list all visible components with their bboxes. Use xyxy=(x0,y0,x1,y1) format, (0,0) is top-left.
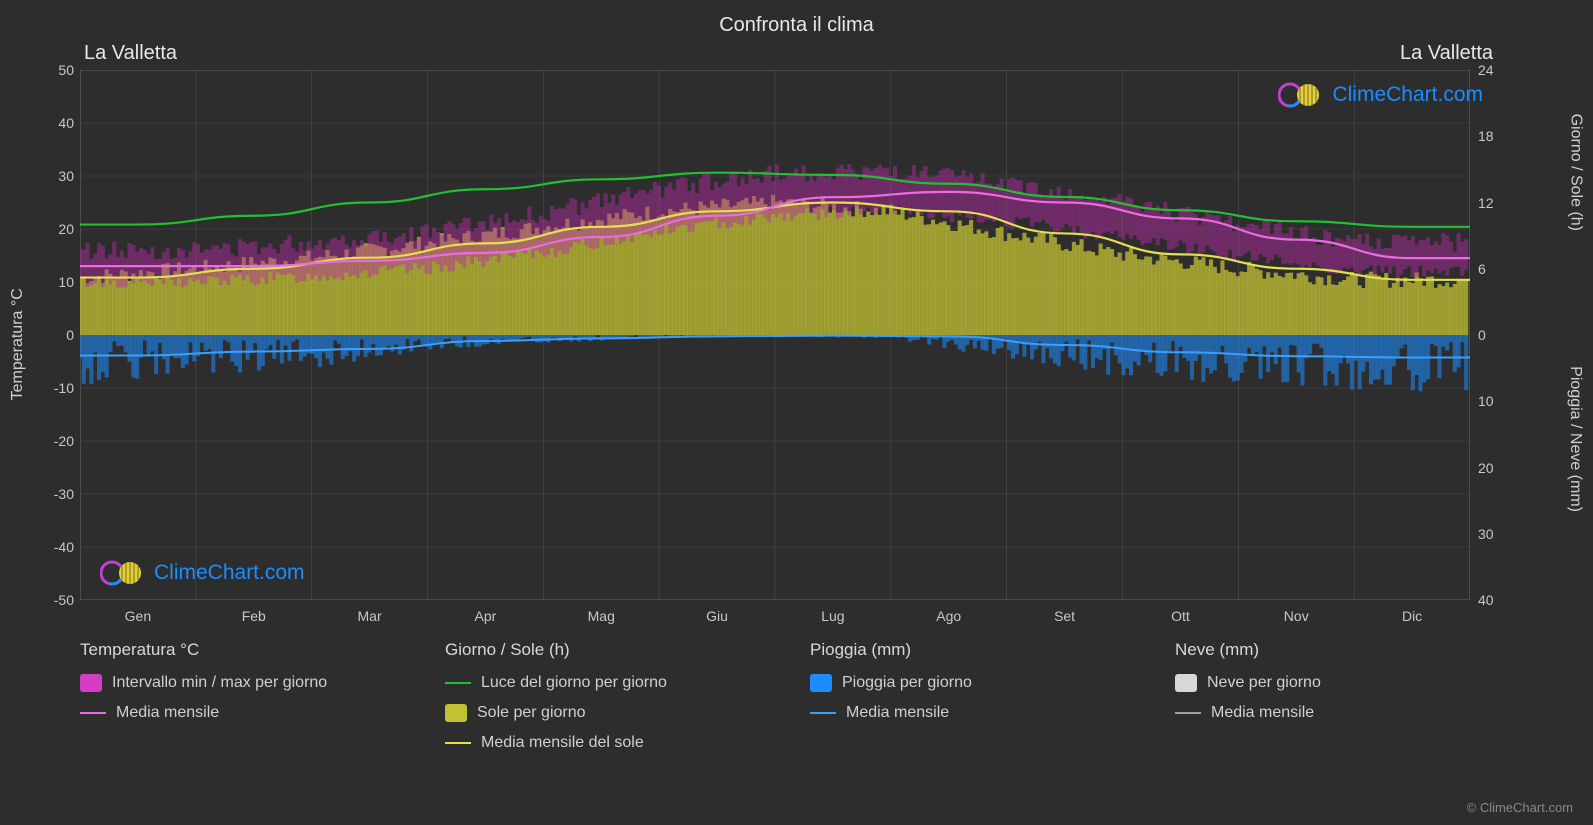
y-right-top-tick: 18 xyxy=(1478,128,1518,144)
swatch-snow-avg xyxy=(1175,712,1201,714)
plot-svg xyxy=(80,70,1470,600)
legend: Temperatura °C Intervallo min / max per … xyxy=(80,640,1520,752)
legend-col-temp: Temperatura °C Intervallo min / max per … xyxy=(80,640,425,752)
y-left-tick: 0 xyxy=(34,327,74,343)
legend-header-rain: Pioggia (mm) xyxy=(810,640,1155,660)
y-right-top-tick: 12 xyxy=(1478,195,1518,211)
y-right-top-axis-label: Giorno / Sole (h) xyxy=(1566,114,1584,231)
legend-label: Media mensile del sole xyxy=(481,734,644,752)
legend-header-sun: Giorno / Sole (h) xyxy=(445,640,790,660)
legend-item-temp-range: Intervallo min / max per giorno xyxy=(80,674,425,692)
watermark-text: ClimeChart.com xyxy=(1332,83,1483,107)
legend-header-snow: Neve (mm) xyxy=(1175,640,1520,660)
legend-label: Luce del giorno per giorno xyxy=(481,674,667,692)
copyright: © ClimeChart.com xyxy=(1467,800,1573,815)
y-right-top-tick: 6 xyxy=(1478,261,1518,277)
y-left-tick: 10 xyxy=(34,274,74,290)
y-left-tick: -30 xyxy=(34,486,74,502)
legend-label: Intervallo min / max per giorno xyxy=(112,674,327,692)
plot-area xyxy=(80,70,1470,600)
legend-item-sun-avg: Media mensile del sole xyxy=(445,734,790,752)
legend-label: Neve per giorno xyxy=(1207,674,1321,692)
legend-item-rain-avg: Media mensile xyxy=(810,704,1155,722)
month-tick: Mag xyxy=(571,608,631,624)
y-left-tick: -50 xyxy=(34,592,74,608)
month-tick: Mar xyxy=(340,608,400,624)
y-left-tick: -40 xyxy=(34,539,74,555)
logo-icon xyxy=(100,558,148,588)
y-right-top-tick: 0 xyxy=(1478,327,1518,343)
legend-item-daylight: Luce del giorno per giorno xyxy=(445,674,790,692)
legend-header-temp: Temperatura °C xyxy=(80,640,425,660)
y-right-bot-axis-label: Pioggia / Neve (mm) xyxy=(1566,366,1584,512)
y-right-bot-tick: 40 xyxy=(1478,592,1518,608)
y-left-tick: 50 xyxy=(34,62,74,78)
y-right-bot-tick: 30 xyxy=(1478,526,1518,542)
watermark-bottom-left: ClimeChart.com xyxy=(100,558,305,588)
watermark-top-right: ClimeChart.com xyxy=(1278,80,1483,110)
swatch-rain xyxy=(810,674,832,692)
y-left-tick: -10 xyxy=(34,380,74,396)
y-left-tick: 40 xyxy=(34,115,74,131)
swatch-rain-avg xyxy=(810,712,836,714)
swatch-snow xyxy=(1175,674,1197,692)
swatch-temp-range xyxy=(80,674,102,692)
month-tick: Giu xyxy=(687,608,747,624)
month-tick: Gen xyxy=(108,608,168,624)
swatch-sun-avg xyxy=(445,742,471,744)
legend-item-temp-avg: Media mensile xyxy=(80,704,425,722)
month-tick: Feb xyxy=(224,608,284,624)
y-right-bot-tick: 10 xyxy=(1478,393,1518,409)
month-tick: Apr xyxy=(455,608,515,624)
legend-item-snow-avg: Media mensile xyxy=(1175,704,1520,722)
watermark-text: ClimeChart.com xyxy=(154,561,305,585)
month-tick: Lug xyxy=(803,608,863,624)
legend-label: Sole per giorno xyxy=(477,704,586,722)
legend-item-sun-fill: Sole per giorno xyxy=(445,704,790,722)
logo-icon xyxy=(1278,80,1326,110)
month-tick: Set xyxy=(1035,608,1095,624)
y-left-tick: 20 xyxy=(34,221,74,237)
legend-label: Pioggia per giorno xyxy=(842,674,972,692)
y-left-axis-label: Temperatura °C xyxy=(9,288,27,400)
legend-item-rain-daily: Pioggia per giorno xyxy=(810,674,1155,692)
y-left-tick: -20 xyxy=(34,433,74,449)
month-tick: Ago xyxy=(919,608,979,624)
legend-col-rain: Pioggia (mm) Pioggia per giorno Media me… xyxy=(810,640,1155,752)
city-label-left: La Valletta xyxy=(84,42,177,65)
month-tick: Nov xyxy=(1266,608,1326,624)
month-tick: Dic xyxy=(1382,608,1442,624)
legend-label: Media mensile xyxy=(116,704,219,722)
y-left-tick: 30 xyxy=(34,168,74,184)
y-right-bot-tick: 20 xyxy=(1478,460,1518,476)
swatch-sun-fill xyxy=(445,704,467,722)
legend-col-sun: Giorno / Sole (h) Luce del giorno per gi… xyxy=(445,640,790,752)
swatch-daylight xyxy=(445,682,471,684)
legend-label: Media mensile xyxy=(846,704,949,722)
legend-label: Media mensile xyxy=(1211,704,1314,722)
legend-item-snow-daily: Neve per giorno xyxy=(1175,674,1520,692)
legend-col-snow: Neve (mm) Neve per giorno Media mensile xyxy=(1175,640,1520,752)
month-tick: Ott xyxy=(1150,608,1210,624)
y-right-top-tick: 24 xyxy=(1478,62,1518,78)
swatch-temp-avg xyxy=(80,712,106,714)
chart-title: Confronta il clima xyxy=(0,0,1593,37)
